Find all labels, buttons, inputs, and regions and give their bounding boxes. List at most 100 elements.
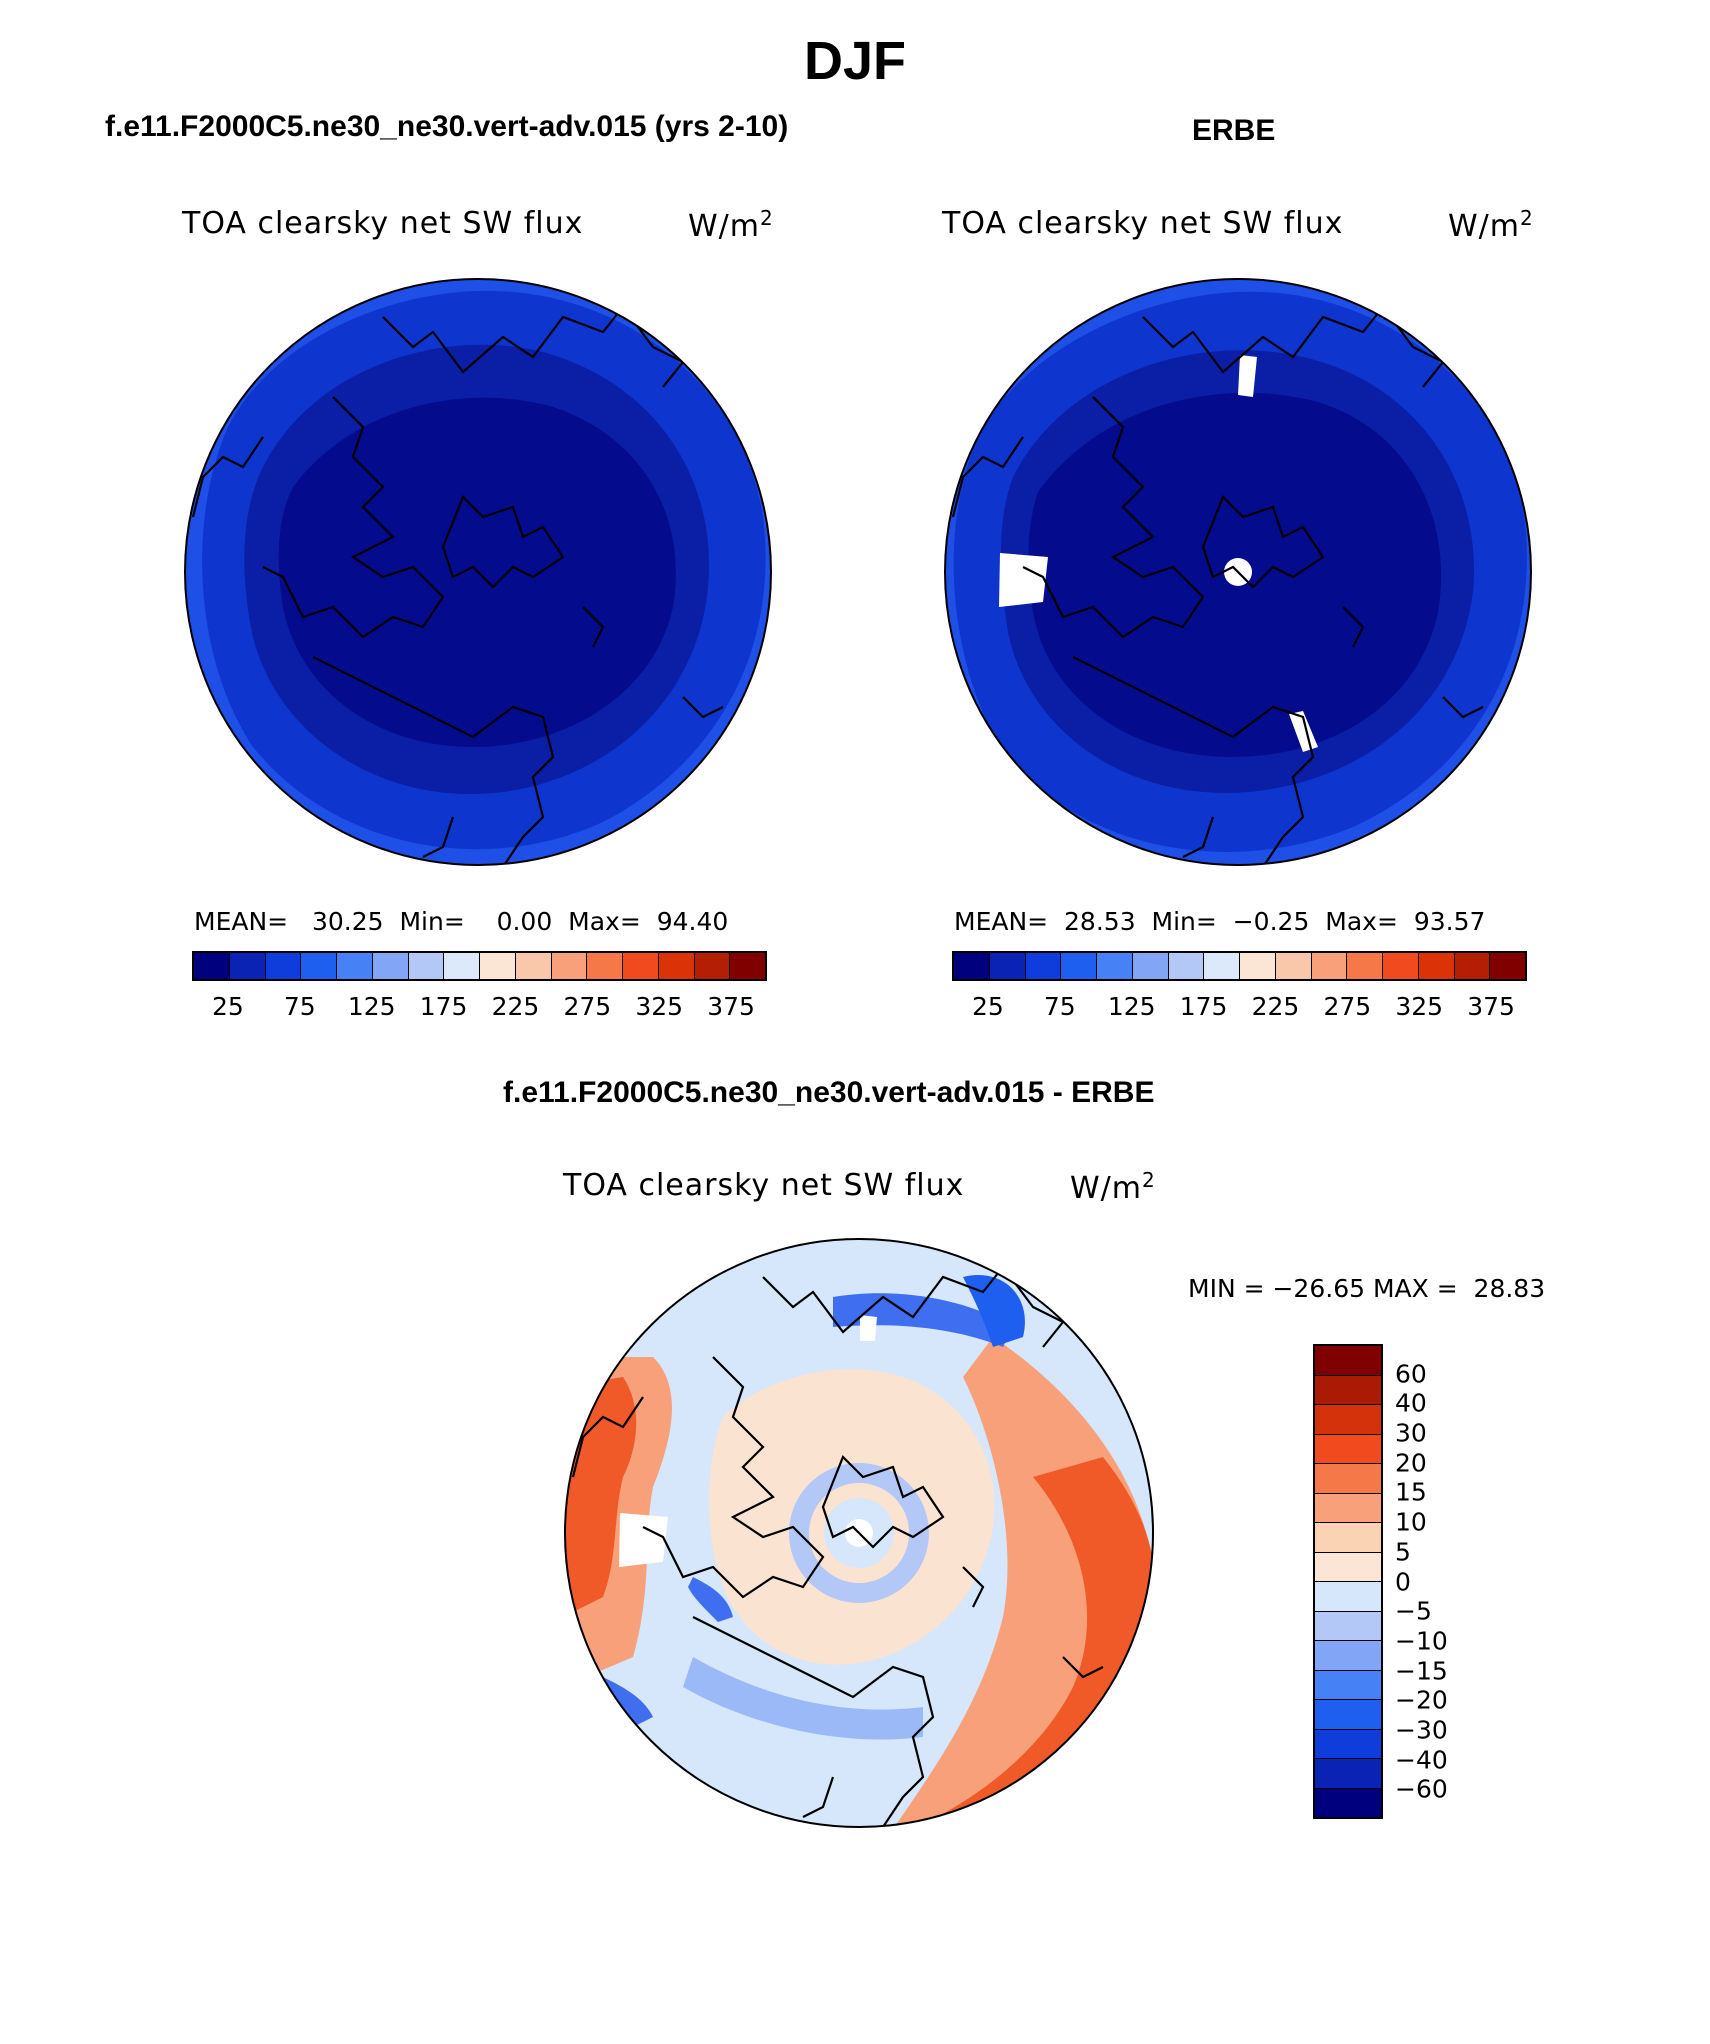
- colorbar-tick-label: −30: [1395, 1715, 1448, 1745]
- model-map-units: W/m2: [688, 206, 774, 244]
- colorbar-swatch: [372, 953, 409, 979]
- colorbar-tick-label: 25: [972, 992, 1004, 1021]
- colorbar-tick-label: −60: [1395, 1774, 1448, 1804]
- missing-patch: [619, 1513, 668, 1567]
- colorbar-swatch: [1132, 953, 1169, 979]
- colorbar-swatch: [1315, 1788, 1381, 1817]
- model-stats: MEAN= 30.25 Min= 0.00 Max= 94.40: [194, 907, 728, 936]
- min-label: Min=: [1151, 907, 1217, 936]
- model-map-label: TOA clearsky net SW flux: [182, 206, 584, 241]
- colorbar-tick-label: 325: [1395, 992, 1444, 1021]
- colorbar-swatch: [1315, 1759, 1381, 1789]
- colorbar-swatch: [337, 953, 373, 979]
- max-value: 93.57: [1413, 907, 1486, 936]
- colorbar-swatch: [1275, 953, 1312, 979]
- coastline: [191, 305, 724, 865]
- colorbar-swatch: [730, 953, 765, 979]
- colorbar-swatch: [301, 953, 337, 979]
- units-exponent: 2: [1520, 206, 1534, 230]
- colorbar-swatch: [1315, 1493, 1381, 1523]
- colorbar-swatch: [480, 953, 516, 979]
- colorbar-swatch: [229, 953, 266, 979]
- colorbar-swatch: [1315, 1729, 1381, 1759]
- obs-colorbar-ticks: 25 75 125 175 225 275 325 375: [952, 992, 1527, 1022]
- colorbar-swatch: [1315, 1434, 1381, 1464]
- colorbar-swatch: [989, 953, 1026, 979]
- colorbar-tick-label: 25: [212, 992, 244, 1021]
- colorbar-swatch: [515, 953, 552, 979]
- missing-patch: [1289, 711, 1318, 752]
- colorbar-tick-label: −20: [1395, 1685, 1448, 1715]
- max-label: Max=: [1325, 907, 1398, 936]
- min-label: Min=: [399, 907, 465, 936]
- colorbar-tick-label: 175: [1179, 992, 1228, 1021]
- mean-label: MEAN=: [954, 907, 1049, 936]
- colorbar-swatch: [1315, 1700, 1381, 1730]
- colorbar-swatch: [1061, 953, 1097, 979]
- colorbar-tick-label: 0: [1395, 1567, 1411, 1596]
- missing-patch: [999, 553, 1048, 607]
- mean-value: 30.25: [311, 907, 384, 936]
- colorbar-swatch: [694, 953, 731, 979]
- colorbar-swatch: [408, 953, 445, 979]
- colorbar-tick-label: 225: [1251, 992, 1300, 1021]
- model-colorbar-ticks: 25 75 125 175 225 275 325 375: [192, 992, 767, 1022]
- max-value: 94.40: [656, 907, 729, 936]
- obs-stats: MEAN= 28.53 Min= −0.25 Max= 93.57: [954, 907, 1485, 936]
- colorbar-swatch: [1315, 1523, 1381, 1553]
- min-value: −0.25: [1232, 907, 1310, 936]
- diff-colorbar-ticks: 60 40 30 20 15 10 5 0 −5 −10 −15 −20 −30 −40 −60: [1395, 1344, 1475, 1819]
- colorbar-swatch: [1347, 953, 1383, 979]
- colorbar-swatch: [1311, 953, 1348, 979]
- units-exponent: 2: [1142, 1168, 1156, 1192]
- diff-map-units: W/m2: [1070, 1168, 1156, 1206]
- colorbar-swatch: [1315, 1611, 1381, 1641]
- units-text: W/m: [1448, 209, 1520, 244]
- cold-patch: [833, 1293, 1013, 1347]
- colorbar-tick-label: −15: [1395, 1656, 1448, 1686]
- min-value: 0.00: [496, 907, 553, 936]
- colorbar-swatch: [1315, 1375, 1381, 1405]
- colorbar-tick-label: 325: [635, 992, 684, 1021]
- diff-colorbar: [1313, 1344, 1383, 1819]
- mean-value: 28.53: [1064, 907, 1136, 936]
- colorbar-tick-label: −10: [1395, 1626, 1448, 1656]
- colorbar-swatch: [658, 953, 695, 979]
- colorbar-tick-label: 125: [347, 992, 396, 1021]
- mean-label: MEAN=: [194, 907, 289, 936]
- colorbar-swatch: [194, 953, 230, 979]
- colorbar-swatch: [265, 953, 302, 979]
- colorbar-tick-label: −40: [1395, 1745, 1448, 1775]
- cool-band: [683, 1657, 923, 1740]
- colorbar-tick-label: 225: [491, 992, 540, 1021]
- colorbar-tick-label: 40: [1395, 1388, 1427, 1418]
- colorbar-tick-label: 175: [419, 992, 468, 1021]
- colorbar-tick-label: 15: [1395, 1477, 1427, 1507]
- model-panel-title: f.e11.F2000C5.ne30_ne30.vert-adv.015 (yr…: [105, 110, 789, 143]
- colorbar-tick-label: 10: [1395, 1507, 1427, 1537]
- colorbar-swatch: [1315, 1464, 1381, 1494]
- coastline: [571, 1265, 1104, 1827]
- missing-patch: [860, 1315, 877, 1341]
- colorbar-tick-label: 275: [563, 992, 612, 1021]
- colorbar-swatch: [1383, 953, 1419, 979]
- colorbar-swatch: [1315, 1405, 1381, 1435]
- colorbar-swatch: [1025, 953, 1062, 979]
- colorbar-swatch: [1315, 1670, 1381, 1700]
- colorbar-swatch: [444, 953, 480, 979]
- colorbar-tick-label: 275: [1323, 992, 1372, 1021]
- colorbar-swatch: [1315, 1552, 1381, 1582]
- units-exponent: 2: [760, 206, 774, 230]
- units-text: W/m: [1070, 1171, 1142, 1206]
- units-text: W/m: [688, 209, 760, 244]
- colorbar-tick-label: 375: [707, 992, 755, 1021]
- colorbar-swatch: [1315, 1346, 1381, 1376]
- colorbar-tick-label: −5: [1395, 1596, 1432, 1626]
- colorbar-swatch: [1240, 953, 1276, 979]
- obs-map-units: W/m2: [1448, 206, 1534, 244]
- figure-title: DJF: [803, 31, 906, 91]
- colorbar-swatch: [1490, 953, 1525, 979]
- cold-patch: [688, 1577, 733, 1622]
- colorbar-swatch: [1454, 953, 1491, 979]
- diff-panel-title: f.e11.F2000C5.ne30_ne30.vert-adv.015 - E…: [503, 1076, 1155, 1109]
